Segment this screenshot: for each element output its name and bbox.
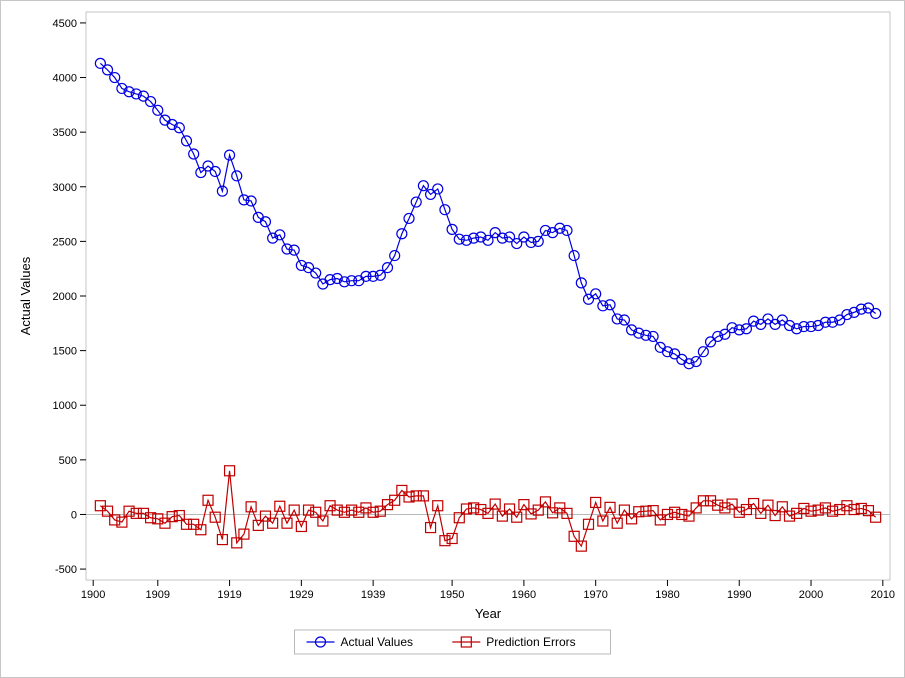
y-tick-label: -500 [55,564,77,576]
y-tick-label: 1500 [53,346,77,358]
series-0 [95,58,880,368]
x-tick-label: 2000 [799,589,823,601]
legend: Actual Values Prediction Errors [295,630,611,654]
x-tick-label: 1950 [440,589,464,601]
y-tick-label: 0 [71,509,77,521]
x-tick-label: 1919 [217,589,241,601]
y-axis-label: Actual Values [18,256,33,335]
x-tick-label: 1939 [361,589,385,601]
x-tick-label: 1990 [727,589,751,601]
y-tick-label: 2500 [53,236,77,248]
x-axis-label: Year [475,606,502,621]
x-tick-label: 1960 [512,589,536,601]
legend-item-label: Prediction Errors [486,635,575,649]
legend-item-label: Actual Values [341,635,414,649]
x-tick-label: 1929 [289,589,313,601]
x-tick-label: 2010 [871,589,895,601]
x-tick-label: 1909 [146,589,170,601]
x-tick-label: 1970 [583,589,607,601]
chart-container: -500 0 500 1000 1500 2000 2500 3000 3500 4000 4500… [0,0,905,678]
x-tick-label: 1980 [655,589,679,601]
x-tick-label: 1900 [81,589,105,601]
y-tick-label: 4000 [53,73,77,85]
y-tick-label: 4500 [53,18,77,30]
y-tick-label: 3500 [53,127,77,139]
chart-svg: -500 0 500 1000 1500 2000 2500 3000 3500 4000 4500… [0,0,905,678]
y-tick-label: 500 [59,455,77,467]
y-tick-label: 2000 [53,291,77,303]
series-1 [95,466,880,551]
y-tick-label: 1000 [53,400,77,412]
y-tick-label: 3000 [53,182,77,194]
